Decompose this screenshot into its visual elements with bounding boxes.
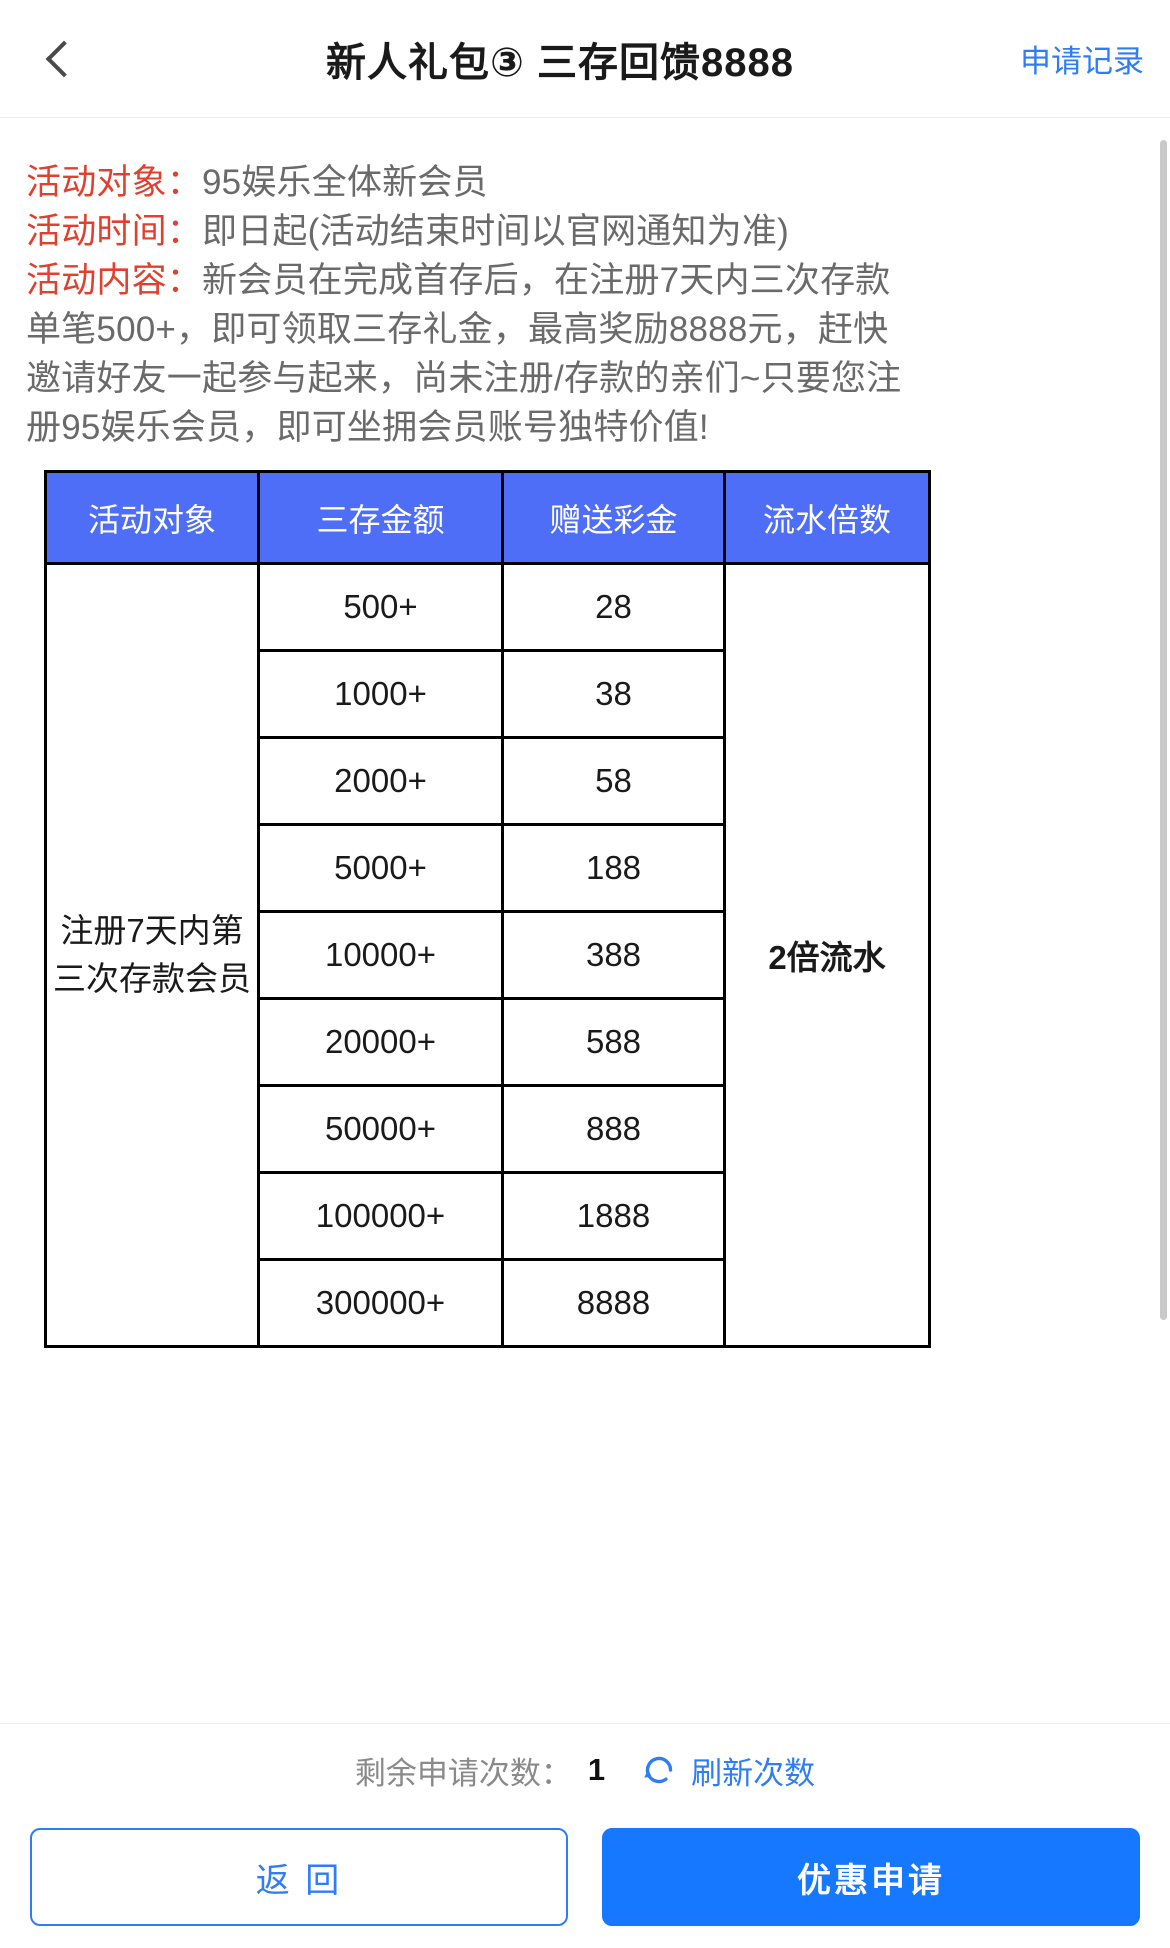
remaining-applications: 剩余申请次数： 1 刷新次数: [0, 1724, 1170, 1816]
app-header: 新人礼包③ 三存回馈8888 申请记录: [0, 0, 1170, 118]
description-line: 邀请好友一起参与起来，尚未注册/存款的亲们~只要您注: [26, 354, 1144, 403]
table-header-row: 活动对象 三存金额 赠送彩金 流水倍数: [44, 470, 931, 565]
table-row: 5000+ 188: [46, 823, 930, 913]
cell-bonus: 28: [501, 562, 726, 652]
description-line: 活动时间：即日起(活动结束时间以官网通知为准): [26, 207, 1144, 256]
remaining-count: 1: [587, 1752, 606, 1787]
vertical-scrollbar[interactable]: [1160, 140, 1167, 1320]
cell-bonus: 58: [501, 736, 726, 826]
description-text: 单笔500+，即可领取三存礼金，最高奖励8888元，赶快: [26, 310, 889, 349]
description-line: 活动内容：新会员在完成首存后，在注册7天内三次存款: [26, 256, 1144, 305]
cell-bonus: 1888: [501, 1171, 726, 1261]
reward-table-wrapper: 活动对象 三存金额 赠送彩金 流水倍数 注册7天内第三次存款会员 500+ 28…: [44, 470, 1140, 1348]
cell-bonus: 38: [501, 649, 726, 739]
description-label: 活动时间：: [26, 212, 203, 251]
cell-bonus: 888: [501, 1084, 726, 1174]
table-row: 2000+ 58: [46, 736, 930, 826]
cell-rollover: 2倍流水: [723, 562, 931, 1348]
cell-bonus: 8888: [501, 1258, 726, 1348]
back-button-footer[interactable]: 返 回: [30, 1828, 568, 1926]
footer-bar: 剩余申请次数： 1 刷新次数 返 回 优惠申请: [0, 1723, 1170, 1948]
content-scroll-area[interactable]: 活动对象：95娱乐全体新会员 活动时间：即日起(活动结束时间以官网通知为准) 活…: [0, 118, 1170, 1723]
apply-promotion-button[interactable]: 优惠申请: [602, 1828, 1140, 1926]
description-line: 活动对象：95娱乐全体新会员: [26, 158, 1144, 207]
description-text: 邀请好友一起参与起来，尚未注册/存款的亲们~只要您注: [26, 359, 902, 398]
description-line: 册95娱乐会员，即可坐拥会员账号独特价值!: [26, 403, 1144, 452]
application-records-link[interactable]: 申请记录: [1020, 44, 1144, 79]
remaining-label: 剩余申请次数：: [354, 1755, 572, 1791]
page-title: 新人礼包③ 三存回馈8888: [326, 40, 794, 85]
table-row: 50000+ 888: [46, 1084, 930, 1174]
cell-amount: 10000+: [257, 910, 504, 1000]
footer-button-row: 返 回 优惠申请: [0, 1816, 1170, 1926]
description-text: 95娱乐全体新会员: [202, 163, 488, 202]
column-header-bonus: 赠送彩金: [501, 470, 726, 565]
cell-amount: 100000+: [257, 1171, 504, 1261]
description-label: 活动对象：: [26, 163, 203, 202]
refresh-count-button[interactable]: 刷新次数: [637, 1748, 815, 1793]
cell-bonus: 588: [501, 997, 726, 1087]
activity-description: 活动对象：95娱乐全体新会员 活动时间：即日起(活动结束时间以官网通知为准) 活…: [0, 140, 1170, 458]
column-header-rollover: 流水倍数: [723, 470, 931, 565]
back-button[interactable]: [18, 0, 110, 117]
chevron-left-icon: [45, 40, 83, 77]
cell-object: 注册7天内第三次存款会员: [44, 562, 260, 1348]
description-label: 活动内容：: [26, 261, 203, 300]
cell-amount: 500+: [257, 562, 504, 652]
description-line: 单笔500+，即可领取三存礼金，最高奖励8888元，赶快: [26, 305, 1144, 354]
table-row: 20000+ 588: [46, 997, 930, 1087]
column-header-object: 活动对象: [44, 470, 260, 565]
table-row: 10000+ 388: [46, 910, 930, 1000]
cell-amount: 300000+: [257, 1258, 504, 1348]
cell-amount: 1000+: [257, 649, 504, 739]
cell-bonus: 188: [501, 823, 726, 913]
cell-amount: 2000+: [257, 736, 504, 826]
description-text: 册95娱乐会员，即可坐拥会员账号独特价值!: [26, 408, 709, 447]
table-body: 注册7天内第三次存款会员 500+ 28 2倍流水 1000+ 38 2000+…: [44, 562, 931, 1348]
reward-table: 活动对象 三存金额 赠送彩金 流水倍数 注册7天内第三次存款会员 500+ 28…: [44, 470, 931, 1348]
description-text: 新会员在完成首存后，在注册7天内三次存款: [202, 261, 891, 300]
refresh-label: 刷新次数: [691, 1755, 816, 1791]
table-row: 1000+ 38: [46, 649, 930, 739]
cell-amount: 20000+: [257, 997, 504, 1087]
description-text: 即日起(活动结束时间以官网通知为准): [202, 212, 789, 251]
table-row: 注册7天内第三次存款会员 500+ 28 2倍流水: [44, 562, 931, 1348]
column-header-amount: 三存金额: [257, 470, 504, 565]
cell-bonus: 388: [501, 910, 726, 1000]
cell-amount: 50000+: [257, 1084, 504, 1174]
table-header: 活动对象 三存金额 赠送彩金 流水倍数: [44, 470, 931, 565]
cell-amount: 5000+: [257, 823, 504, 913]
table-row: 100000+ 1888: [46, 1171, 930, 1261]
table-row: 300000+ 8888: [46, 1258, 930, 1348]
refresh-icon: [644, 1756, 673, 1784]
